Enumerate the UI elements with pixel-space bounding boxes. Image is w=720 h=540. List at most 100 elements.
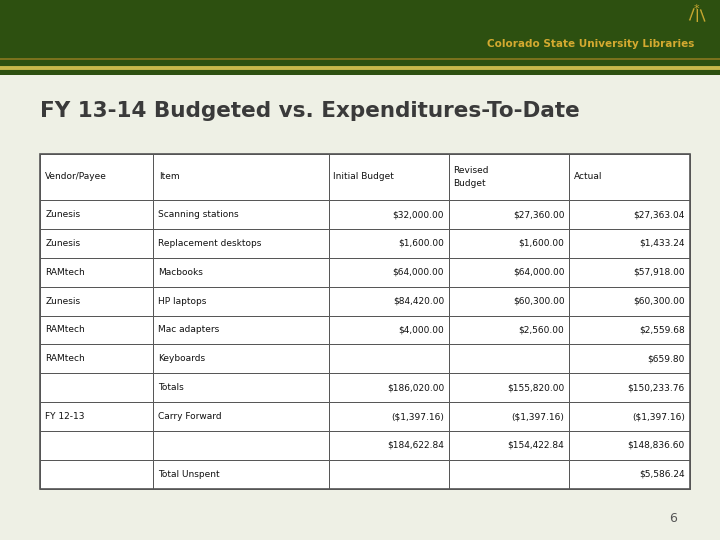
Bar xyxy=(570,287,690,315)
Text: |: | xyxy=(686,8,695,22)
Bar xyxy=(40,287,153,315)
Text: $60,300.00: $60,300.00 xyxy=(513,296,564,306)
Text: Total Unspent: Total Unspent xyxy=(158,470,220,479)
Bar xyxy=(40,154,153,200)
Bar xyxy=(153,229,329,258)
Text: $150,233.76: $150,233.76 xyxy=(627,383,685,392)
Text: $2,560.00: $2,560.00 xyxy=(518,326,564,334)
Text: Item: Item xyxy=(159,172,180,181)
Bar xyxy=(40,258,153,287)
Bar xyxy=(40,345,153,373)
Text: Vendor/Payee: Vendor/Payee xyxy=(45,172,107,181)
Bar xyxy=(329,345,449,373)
Bar xyxy=(153,258,329,287)
Text: Initial Budget: Initial Budget xyxy=(333,172,394,181)
Text: ($1,397.16): ($1,397.16) xyxy=(632,412,685,421)
Bar xyxy=(329,154,449,200)
Bar xyxy=(329,315,449,345)
Bar xyxy=(570,460,690,489)
Bar xyxy=(153,345,329,373)
Bar xyxy=(153,431,329,460)
Text: |: | xyxy=(694,9,698,22)
Bar xyxy=(329,200,449,229)
Bar xyxy=(449,229,570,258)
Bar xyxy=(40,154,690,489)
Text: $64,000.00: $64,000.00 xyxy=(392,268,444,276)
Text: $60,300.00: $60,300.00 xyxy=(633,296,685,306)
Bar xyxy=(153,200,329,229)
Text: FY 13-14 Budgeted vs. Expenditures-To-Date: FY 13-14 Budgeted vs. Expenditures-To-Da… xyxy=(40,100,580,121)
Bar xyxy=(449,373,570,402)
Text: Budget: Budget xyxy=(454,179,486,187)
Bar xyxy=(329,460,449,489)
Text: $155,820.00: $155,820.00 xyxy=(507,383,564,392)
Bar xyxy=(449,402,570,431)
Text: ($1,397.16): ($1,397.16) xyxy=(512,412,564,421)
Bar xyxy=(40,460,153,489)
Text: $186,020.00: $186,020.00 xyxy=(387,383,444,392)
Bar xyxy=(329,229,449,258)
Text: $659.80: $659.80 xyxy=(647,354,685,363)
Bar xyxy=(40,373,153,402)
Bar xyxy=(449,460,570,489)
Text: $148,836.60: $148,836.60 xyxy=(627,441,685,450)
Bar xyxy=(329,258,449,287)
Text: Carry Forward: Carry Forward xyxy=(158,412,221,421)
Bar xyxy=(570,373,690,402)
Text: $27,363.04: $27,363.04 xyxy=(634,210,685,219)
Text: RAMtech: RAMtech xyxy=(45,326,85,334)
Text: Zunesis: Zunesis xyxy=(45,239,81,248)
Text: HP laptops: HP laptops xyxy=(158,296,206,306)
Text: $4,000.00: $4,000.00 xyxy=(398,326,444,334)
Bar xyxy=(153,315,329,345)
Bar xyxy=(449,315,570,345)
Text: Zunesis: Zunesis xyxy=(45,296,81,306)
Text: RAMtech: RAMtech xyxy=(45,354,85,363)
Text: Revised: Revised xyxy=(454,166,489,176)
Bar xyxy=(329,402,449,431)
Bar xyxy=(570,229,690,258)
Text: Scanning stations: Scanning stations xyxy=(158,210,238,219)
Bar xyxy=(570,200,690,229)
Text: $1,433.24: $1,433.24 xyxy=(639,239,685,248)
Bar xyxy=(329,287,449,315)
Text: ($1,397.16): ($1,397.16) xyxy=(391,412,444,421)
Bar xyxy=(449,200,570,229)
Text: $32,000.00: $32,000.00 xyxy=(392,210,444,219)
Bar xyxy=(40,315,153,345)
Text: 6: 6 xyxy=(669,512,677,525)
Bar xyxy=(570,315,690,345)
Text: $27,360.00: $27,360.00 xyxy=(513,210,564,219)
Text: Totals: Totals xyxy=(158,383,184,392)
Text: Keyboards: Keyboards xyxy=(158,354,204,363)
Text: Macbooks: Macbooks xyxy=(158,268,202,276)
Text: Colorado State University Libraries: Colorado State University Libraries xyxy=(487,38,695,49)
Bar xyxy=(570,431,690,460)
Bar xyxy=(40,431,153,460)
Bar xyxy=(153,460,329,489)
Text: Replacement desktops: Replacement desktops xyxy=(158,239,261,248)
Text: $84,420.00: $84,420.00 xyxy=(393,296,444,306)
Bar xyxy=(449,345,570,373)
Text: Mac adapters: Mac adapters xyxy=(158,326,219,334)
Text: $184,622.84: $184,622.84 xyxy=(387,441,444,450)
Bar xyxy=(153,373,329,402)
Bar xyxy=(449,431,570,460)
Bar xyxy=(570,154,690,200)
Bar xyxy=(449,287,570,315)
Bar xyxy=(40,402,153,431)
Bar xyxy=(570,345,690,373)
Text: RAMtech: RAMtech xyxy=(45,268,85,276)
Bar xyxy=(40,229,153,258)
Bar xyxy=(40,200,153,229)
Text: $1,600.00: $1,600.00 xyxy=(398,239,444,248)
Bar xyxy=(449,258,570,287)
Bar xyxy=(449,154,570,200)
Text: |: | xyxy=(698,8,706,22)
Bar xyxy=(570,402,690,431)
Text: $2,559.68: $2,559.68 xyxy=(639,326,685,334)
Text: $5,586.24: $5,586.24 xyxy=(639,470,685,479)
Text: $64,000.00: $64,000.00 xyxy=(513,268,564,276)
Bar xyxy=(153,287,329,315)
Text: Actual: Actual xyxy=(574,172,603,181)
